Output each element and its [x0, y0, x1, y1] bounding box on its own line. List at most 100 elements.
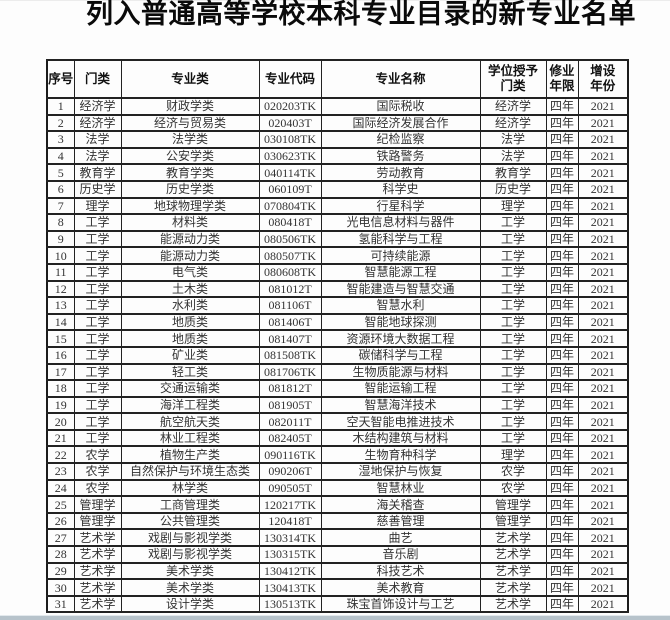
cell-category: 历史学 — [73, 179, 122, 199]
cell-index: 24 — [46, 478, 75, 498]
cell-degree-category: 工学 — [479, 412, 547, 431]
table-row: 3 法学 法学类 030108TK 纪检监察 法学 四年 2021 — [46, 130, 629, 149]
page-top-edge-line — [0, 0, 670, 1]
cell-year-added: 2021 — [577, 130, 629, 149]
cell-degree-category: 艺术学 — [479, 594, 547, 614]
cell-year-added: 2021 — [577, 511, 629, 531]
cell-year-added: 2021 — [577, 412, 629, 431]
cell-category: 工学 — [73, 395, 122, 415]
cell-year-added: 2021 — [577, 196, 629, 216]
cell-index: 1 — [46, 97, 75, 116]
cell-degree-category: 艺术学 — [479, 578, 547, 597]
cell-major-class: 地质类 — [120, 329, 260, 348]
cell-major-class: 设计学类 — [120, 594, 260, 614]
cell-index: 5 — [46, 163, 75, 182]
table-row: 19 工学 海洋工程类 081905T 智慧海洋技术 工学 四年 2021 — [46, 395, 629, 415]
cell-index: 13 — [46, 296, 75, 315]
cell-study-duration: 四年 — [545, 179, 579, 199]
column-header-degree-category: 学位授予 门类 — [479, 59, 547, 99]
cell-major-code: 080506TK — [258, 229, 322, 249]
cell-year-added: 2021 — [577, 329, 629, 348]
table-row: 7 理学 地球物理学类 070804TK 行星科学 理学 四年 2021 — [46, 196, 629, 216]
cell-degree-category: 工学 — [479, 296, 547, 315]
cell-degree-category: 理学 — [479, 196, 547, 216]
cell-degree-category: 艺术学 — [479, 561, 547, 581]
cell-major-name: 湿地保护与恢复 — [320, 462, 481, 481]
table-row: 18 工学 交通运输类 081812T 智能运输工程 工学 四年 2021 — [46, 379, 629, 398]
cell-index: 4 — [46, 146, 75, 166]
cell-major-code: 080418T — [258, 213, 322, 232]
cell-major-code: 081106T — [258, 296, 322, 315]
cell-major-name: 慈善管理 — [320, 511, 481, 531]
cell-index: 17 — [46, 362, 75, 382]
cell-major-name: 智慧林业 — [320, 478, 481, 498]
cell-major-code: 081706TK — [258, 362, 322, 382]
table-row: 2 经济学 经济与贸易类 020403T 国际经济发展合作 经济学 四年 2021 — [46, 113, 629, 133]
cell-index: 9 — [46, 229, 75, 249]
cell-major-code: 070804TK — [258, 196, 322, 216]
cell-degree-category: 工学 — [479, 428, 547, 448]
cell-degree-category: 理学 — [479, 445, 547, 465]
cell-degree-category: 艺术学 — [479, 545, 547, 564]
table-row: 26 管理学 公共管理类 120418T 慈善管理 管理学 四年 2021 — [46, 511, 629, 531]
cell-major-name: 纪检监察 — [320, 130, 481, 149]
cell-year-added: 2021 — [577, 312, 629, 332]
cell-year-added: 2021 — [577, 163, 629, 182]
cell-category: 管理学 — [73, 511, 122, 531]
cell-study-duration: 四年 — [545, 478, 579, 498]
cell-major-class: 能源动力类 — [120, 229, 260, 249]
cell-major-class: 轻工类 — [120, 362, 260, 382]
column-header-index: 序号 — [46, 59, 75, 99]
cell-degree-category: 工学 — [479, 362, 547, 382]
cell-year-added: 2021 — [577, 528, 629, 548]
cell-study-duration: 四年 — [545, 329, 579, 348]
cell-index: 14 — [46, 312, 75, 332]
cell-degree-category: 工学 — [479, 395, 547, 415]
table-row: 4 法学 公安学类 030623TK 铁路警务 法学 四年 2021 — [46, 146, 629, 166]
cell-index: 15 — [46, 329, 75, 348]
cell-major-name: 劳动教育 — [320, 163, 481, 182]
table-row: 16 工学 矿业类 081508TK 碳储科学与工程 工学 四年 2021 — [46, 345, 629, 365]
cell-major-class: 交通运输类 — [120, 379, 260, 398]
cell-year-added: 2021 — [577, 296, 629, 315]
table-row: 24 农学 林学类 090505T 智慧林业 农学 四年 2021 — [46, 478, 629, 498]
cell-index: 26 — [46, 511, 75, 531]
cell-category: 理学 — [73, 196, 122, 216]
cell-major-class: 美术学类 — [120, 561, 260, 581]
cell-study-duration: 四年 — [545, 246, 579, 265]
cell-degree-category: 农学 — [479, 462, 547, 481]
cell-major-code: 081905T — [258, 395, 322, 415]
cell-category: 工学 — [73, 262, 122, 282]
cell-major-class: 材料类 — [120, 213, 260, 232]
cell-study-duration: 四年 — [545, 312, 579, 332]
table-row: 8 工学 材料类 080418T 光电信息材料与器件 工学 四年 2021 — [46, 213, 629, 232]
column-header-category: 门类 — [73, 59, 122, 99]
table-row: 21 工学 林业工程类 082405T 木结构建筑与材料 工学 四年 2021 — [46, 428, 629, 448]
cell-major-name: 智能地球探测 — [320, 312, 481, 332]
cell-degree-category: 经济学 — [479, 97, 547, 116]
cell-year-added: 2021 — [577, 113, 629, 133]
table-row: 27 艺术学 戏剧与影视学类 130314TK 曲艺 艺术学 四年 2021 — [46, 528, 629, 548]
cell-major-code: 130513TK — [258, 594, 322, 614]
table-row: 13 工学 水利类 081106T 智慧水利 工学 四年 2021 — [46, 296, 629, 315]
cell-major-name: 智能运输工程 — [320, 379, 481, 398]
cell-index: 7 — [46, 196, 75, 216]
cell-major-code: 120217TK — [258, 495, 322, 514]
cell-category: 艺术学 — [73, 528, 122, 548]
cell-major-code: 081812T — [258, 379, 322, 398]
cell-degree-category: 工学 — [479, 329, 547, 348]
cell-study-duration: 四年 — [545, 262, 579, 282]
cell-major-class: 电气类 — [120, 262, 260, 282]
cell-index: 11 — [46, 262, 75, 282]
cell-major-name: 美术教育 — [320, 578, 481, 597]
cell-index: 19 — [46, 395, 75, 415]
cell-degree-category: 工学 — [479, 279, 547, 299]
cell-major-class: 工商管理类 — [120, 495, 260, 514]
cell-category: 农学 — [73, 478, 122, 498]
cell-study-duration: 四年 — [545, 445, 579, 465]
bottom-edge-strip — [0, 615, 670, 620]
cell-degree-category: 农学 — [479, 478, 547, 498]
cell-major-name: 曲艺 — [320, 528, 481, 548]
cell-index: 20 — [46, 412, 75, 431]
cell-major-name: 智慧海洋技术 — [320, 395, 481, 415]
